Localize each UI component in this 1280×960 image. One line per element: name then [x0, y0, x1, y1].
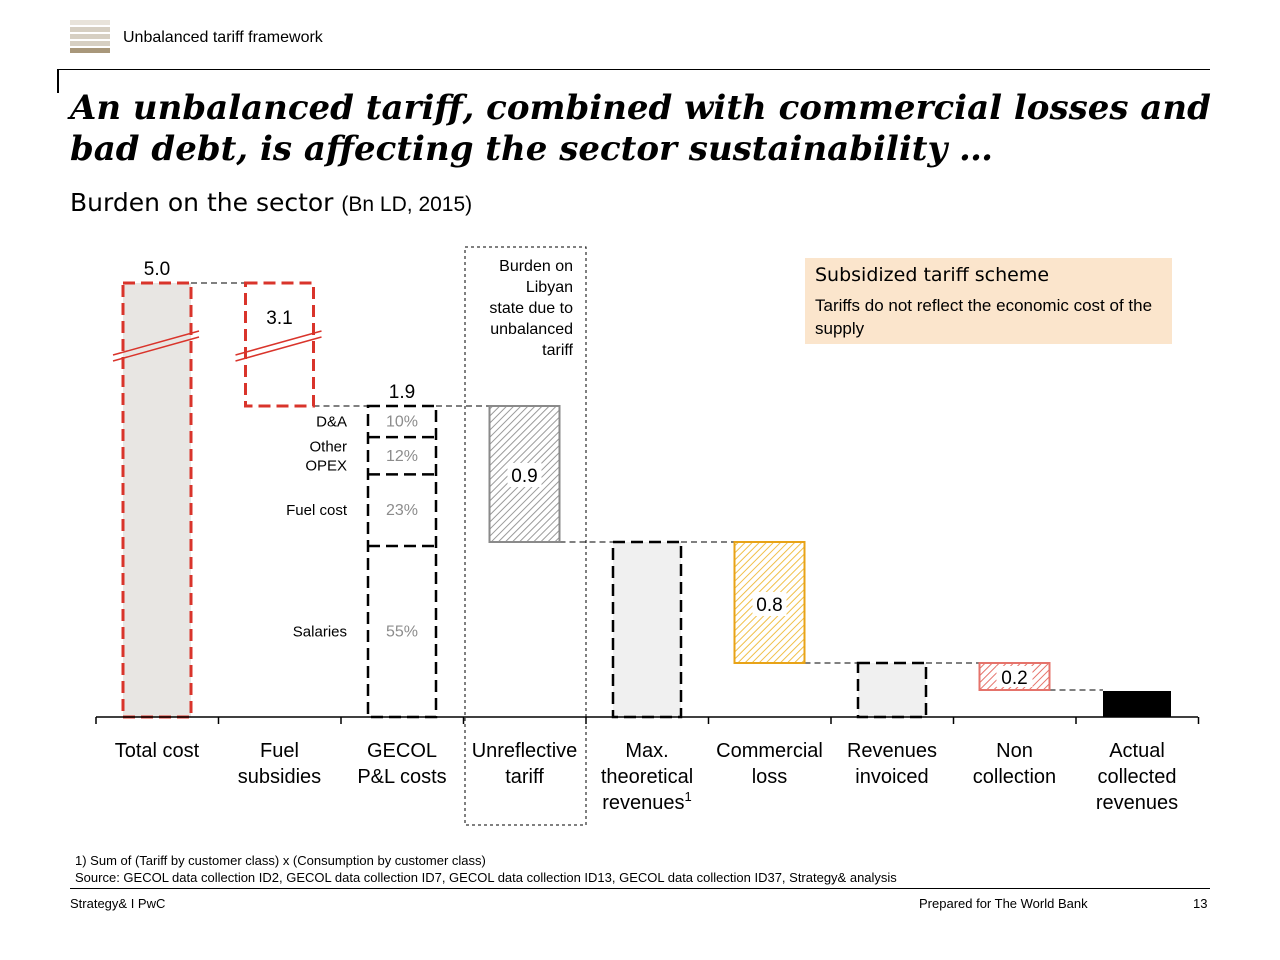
burden-note-line: unbalanced: [490, 321, 573, 338]
data-label-bg: [996, 666, 1033, 687]
footer-prepared-for: Prepared for The World Bank: [919, 896, 1088, 911]
callout-box: Subsidized tariff scheme Tariffs do not …: [805, 258, 1172, 344]
x-tick-label: theoretical: [601, 766, 693, 788]
bar-gecol-pl-costs: [366, 404, 438, 719]
page-title: An unbalanced tariff, combined with comm…: [70, 88, 1211, 169]
x-tick-label: Fuel: [260, 740, 299, 762]
data-label: 0.2: [1001, 668, 1027, 689]
x-tick-label: invoiced: [855, 766, 928, 788]
x-tick-label: Max.: [625, 740, 668, 762]
chart-subtitle-text: Burden on the sector: [70, 188, 334, 217]
x-tick-label: Unreflective: [472, 740, 578, 762]
section-label: Unbalanced tariff framework: [123, 29, 323, 46]
header-rule: [57, 69, 1210, 70]
data-label: 0.9: [511, 466, 537, 487]
bar-max-theoretical-revenues: [611, 540, 683, 719]
axis-break-mark: [235, 330, 322, 356]
header-corner-mark: [57, 69, 59, 93]
x-tick-label: subsidies: [238, 766, 321, 788]
chart-subtitle: Burden on the sector (Bn LD, 2015): [70, 188, 472, 217]
x-tick-label: Actual: [1109, 740, 1165, 762]
chart-unit: (Bn LD, 2015): [341, 193, 473, 216]
data-label: 1.9: [389, 382, 415, 403]
brand-logo: [70, 20, 110, 58]
segment-share: 23%: [386, 502, 418, 519]
segment-label: Salaries: [293, 623, 347, 640]
highlight-frame: [464, 246, 587, 826]
data-label-bg: [507, 463, 542, 487]
burden-note: Burden on Libyan state due to unbalanced…: [468, 256, 573, 361]
footnotes: 1) Sum of (Tariff by customer class) x (…: [75, 852, 897, 886]
footer-rule: [70, 888, 1210, 889]
x-tick-label: collection: [973, 766, 1056, 788]
x-tick-label: P&L costs: [357, 766, 446, 788]
bar-actual-collected-revenues: [1103, 691, 1171, 717]
segment-share: 10%: [386, 414, 418, 431]
axis-break-mark: [235, 336, 322, 362]
burden-note-line: tariff: [542, 342, 573, 359]
footer-brand: Strategy& I PwC: [70, 896, 166, 911]
segment-share: 12%: [386, 448, 418, 465]
callout-title: Subsidized tariff scheme: [815, 264, 1050, 286]
data-label-bg: [752, 592, 787, 616]
x-tick-label: collected: [1098, 766, 1177, 788]
x-tick-label: GECOL: [367, 740, 437, 762]
source-note: Source: GECOL data collection ID2, GECOL…: [75, 870, 897, 885]
segment-label: Fuel cost: [286, 502, 348, 519]
x-tick-label: revenues1: [602, 789, 692, 814]
page-number: 13: [1193, 896, 1208, 911]
burden-note-line: state due to: [489, 300, 573, 317]
data-label: 5.0: [144, 259, 170, 280]
x-tick-label: Non: [996, 740, 1033, 762]
axis-break-mark: [112, 336, 200, 362]
x-tick-label: Revenues: [847, 740, 937, 762]
axis-break-mark: [112, 330, 200, 356]
x-tick-label: Commercial: [716, 740, 823, 762]
data-label: 0.8: [756, 595, 782, 616]
segment-label: OPEX: [305, 457, 347, 474]
footnote-1: 1) Sum of (Tariff by customer class) x (…: [75, 853, 486, 868]
data-label: 3.1: [266, 308, 292, 329]
callout-text: Tariffs do not reflect the economic cost…: [815, 296, 1153, 338]
x-tick-label: Total cost: [115, 740, 200, 762]
segment-share: 55%: [386, 623, 418, 640]
segment-label: Other: [309, 438, 347, 455]
bar-revenues-invoiced: [856, 661, 928, 719]
bar-fuel-subsidies: [244, 281, 315, 408]
x-tick-label: loss: [752, 766, 788, 788]
segment-label: D&A: [316, 414, 347, 431]
x-tick-label: revenues: [1096, 792, 1178, 814]
burden-note-line: Burden on: [499, 258, 573, 275]
x-tick-label: tariff: [505, 766, 544, 788]
burden-note-line: Libyan: [525, 279, 573, 296]
